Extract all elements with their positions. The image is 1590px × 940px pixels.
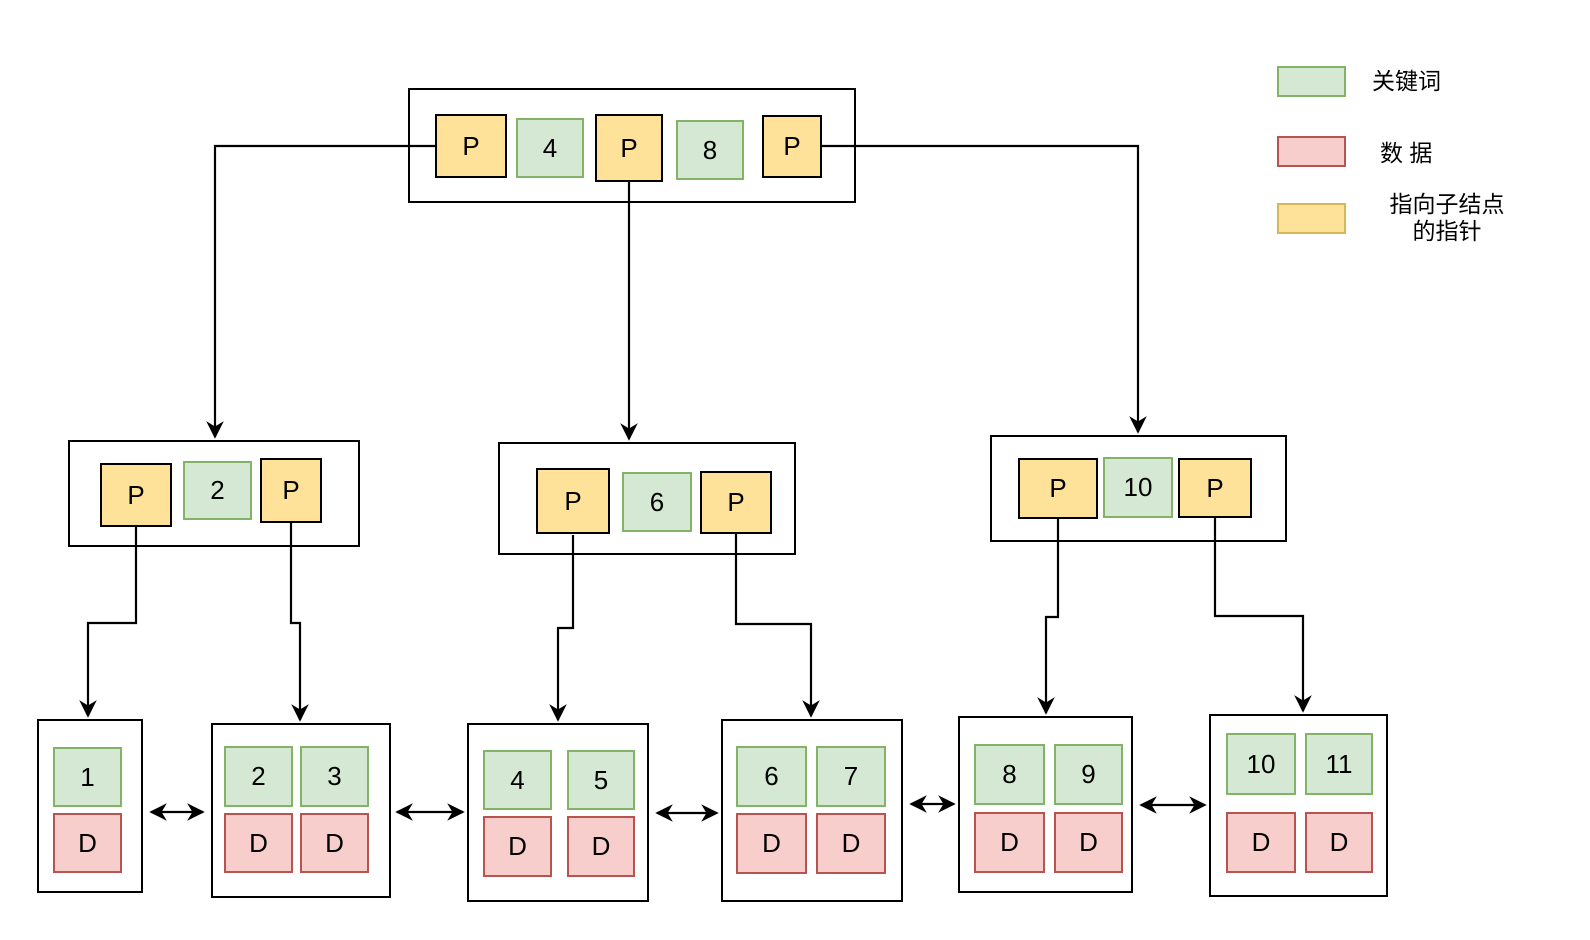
pointer-cell: P: [1178, 458, 1252, 518]
pointer-cell: P: [536, 468, 610, 534]
edge-right-internal-to-leaf5: [1037, 519, 1060, 715]
pointer-cell: P: [700, 471, 772, 534]
edge-root-to-left-internal: [206, 144, 435, 439]
key-cell: 6: [736, 746, 807, 807]
data-cell: D: [1226, 812, 1296, 873]
key-cell: 8: [974, 744, 1045, 805]
edge-middle-internal-to-leaf4: [734, 534, 820, 718]
key-cell: 4: [483, 750, 552, 810]
key-cell: 1: [53, 747, 122, 807]
key-cell: 10: [1103, 457, 1173, 518]
key-cell: 6: [622, 472, 692, 532]
data-cell: D: [1054, 812, 1123, 873]
pointer-cell: P: [1018, 458, 1098, 519]
keyword-legend-label: 关键词: [1372, 68, 1441, 94]
data-cell: D: [974, 812, 1045, 873]
pointer-cell: P: [762, 115, 822, 178]
pointer-cell: P: [435, 114, 507, 178]
key-cell: 9: [1054, 744, 1123, 805]
edge-root-to-right-internal: [822, 144, 1147, 434]
pointer-cell: P: [100, 463, 172, 527]
data-cell: D: [300, 813, 369, 873]
data-cell: D: [816, 813, 886, 874]
data-cell: D: [567, 816, 635, 877]
key-cell: 5: [567, 750, 635, 810]
data-cell: D: [224, 813, 293, 873]
data-legend-label: 数 据: [1380, 140, 1433, 166]
pointer-legend-label: 指向子结点 的指针: [1389, 191, 1505, 244]
pointer-swatch: [1277, 203, 1346, 234]
data-cell: D: [736, 813, 807, 874]
edge-right-internal-to-leaf6: [1213, 518, 1312, 713]
key-cell: 3: [300, 746, 369, 807]
key-cell: 2: [183, 461, 252, 520]
pointer-cell: P: [595, 114, 663, 182]
pointer-cell: P: [260, 458, 322, 523]
data-swatch: [1277, 136, 1346, 167]
key-cell: 2: [224, 746, 293, 807]
key-cell: 11: [1305, 733, 1373, 795]
key-cell: 4: [516, 118, 584, 178]
edge-left-internal-to-leaf2: [289, 523, 309, 722]
keyword-swatch: [1277, 66, 1346, 97]
key-cell: 8: [676, 120, 744, 180]
edge-left-internal-to-leaf1: [79, 527, 138, 718]
data-cell: D: [483, 816, 552, 877]
data-cell: D: [1305, 812, 1373, 873]
key-cell: 7: [816, 746, 886, 807]
edge-middle-internal-to-leaf3: [549, 535, 575, 722]
key-cell: 10: [1226, 733, 1296, 795]
data-cell: D: [53, 813, 122, 873]
